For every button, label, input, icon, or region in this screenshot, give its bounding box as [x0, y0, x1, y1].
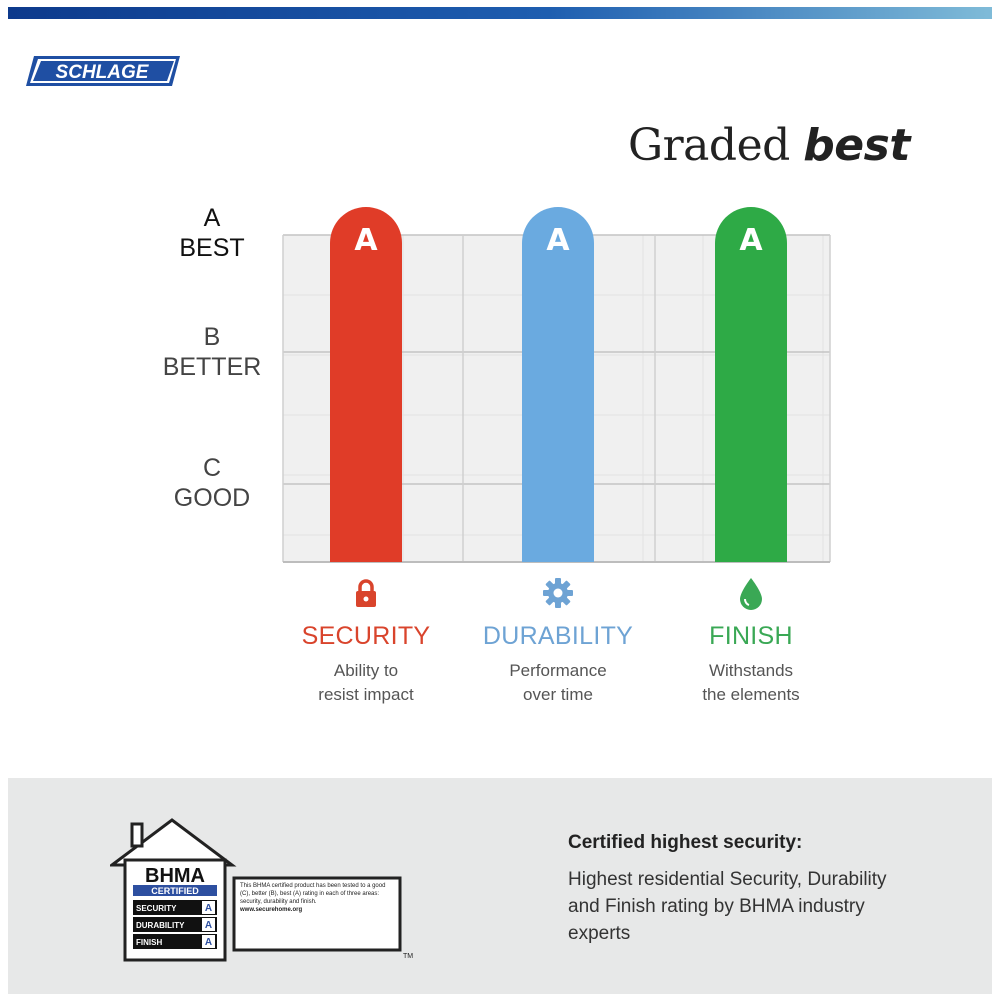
certification-text: Highest residential Security, Durability… — [568, 869, 887, 944]
bar-grade-label: A — [739, 223, 763, 258]
bhma-row-grade-box — [202, 935, 215, 948]
title-prefix: Graded — [628, 120, 790, 171]
bhma-row — [133, 900, 217, 915]
category-security: SECURITY Ability to resist impact — [266, 576, 466, 707]
bhma-certified-badge: BHMA CERTIFIED SECURITY A DURABILITY A FINIS… — [110, 818, 413, 962]
bar-grade-label: A — [354, 223, 378, 258]
bhma-name: BHMA — [145, 865, 205, 887]
category-finish: FINISH Withstands the elements — [651, 576, 851, 707]
certification-title: Certified highest security: — [568, 832, 803, 853]
top-gradient-bar — [8, 7, 992, 19]
logo-text: SCHLAGE — [56, 62, 150, 83]
category-description: Withstands the elements — [702, 661, 800, 704]
grade-letter: A — [203, 204, 221, 232]
bhma-row-grade-box — [202, 901, 215, 914]
title-emphasis: best — [803, 120, 910, 171]
grade-word: BETTER — [162, 353, 262, 381]
bhma-row-label: FINISH — [136, 938, 162, 947]
grade-label-good: C GOOD — [147, 453, 277, 513]
bhma-row-label: DURABILITY — [136, 921, 185, 930]
category-durability: DURABILITY Performance over time — [458, 576, 658, 707]
bhma-row-grade: A — [205, 937, 212, 948]
bar-finish — [715, 207, 787, 562]
category-description: Ability to resist impact — [318, 661, 414, 704]
bar-grade-label: A — [546, 223, 570, 258]
category-name: DURABILITY — [482, 622, 634, 650]
droplet-icon — [734, 576, 768, 610]
category-name: SECURITY — [301, 622, 431, 650]
bhma-row-grade: A — [205, 903, 212, 914]
grade-letter: B — [203, 323, 221, 351]
category-name: FINISH — [709, 622, 793, 650]
bhma-certified-label: CERTIFIED — [151, 886, 199, 896]
bhma-url: www.securehome.org — [240, 907, 303, 913]
bar-durability — [522, 207, 594, 562]
grade-label-better: B BETTER — [147, 322, 277, 382]
page-title: Graded best — [628, 120, 910, 171]
bhma-row-label: SECURITY — [136, 904, 177, 913]
grade-label-best: A BEST — [147, 203, 277, 263]
bhma-row-grade: A — [205, 920, 212, 931]
bar-security — [330, 207, 402, 562]
category-description: Performance over time — [509, 661, 607, 704]
trademark: TM — [403, 953, 413, 960]
bhma-row-grade-box — [202, 918, 215, 931]
grade-letter: C — [202, 454, 222, 482]
lock-icon — [349, 576, 383, 610]
grade-word: BEST — [179, 234, 245, 262]
bhma-row — [133, 917, 217, 932]
bhma-row — [133, 934, 217, 949]
gear-icon — [541, 576, 575, 610]
bhma-note: This BHMA certified product has been tes… — [240, 883, 386, 905]
schlage-logo: SCHLAGE — [26, 56, 180, 86]
grade-word: GOOD — [173, 484, 251, 512]
